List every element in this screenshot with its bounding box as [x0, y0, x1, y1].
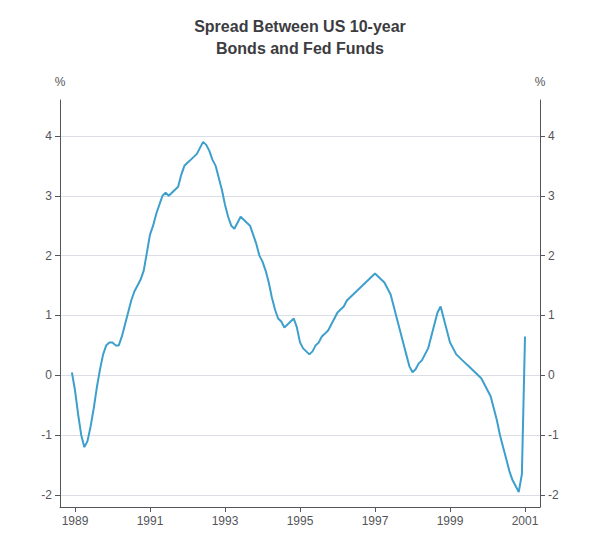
- svg-text:0: 0: [548, 368, 555, 382]
- svg-text:-1: -1: [548, 428, 559, 442]
- svg-text:1999: 1999: [437, 514, 464, 528]
- svg-text:1989: 1989: [62, 514, 89, 528]
- svg-text:1: 1: [45, 308, 52, 322]
- svg-text:3: 3: [548, 189, 555, 203]
- svg-text:4: 4: [548, 129, 555, 143]
- svg-text:1997: 1997: [362, 514, 389, 528]
- svg-text:%: %: [535, 75, 546, 89]
- svg-text:3: 3: [45, 189, 52, 203]
- svg-text:Bonds and Fed Funds: Bonds and Fed Funds: [216, 40, 384, 57]
- svg-text:-2: -2: [41, 488, 52, 502]
- svg-text:1: 1: [548, 308, 555, 322]
- svg-text:-2: -2: [548, 488, 559, 502]
- svg-text:Spread Between US 10-year: Spread Between US 10-year: [194, 18, 406, 35]
- svg-text:2001: 2001: [512, 514, 539, 528]
- svg-text:1991: 1991: [137, 514, 164, 528]
- svg-text:4: 4: [45, 129, 52, 143]
- svg-text:1993: 1993: [212, 514, 239, 528]
- svg-text:2: 2: [548, 249, 555, 263]
- svg-text:%: %: [55, 75, 66, 89]
- svg-text:2: 2: [45, 249, 52, 263]
- svg-text:-1: -1: [41, 428, 52, 442]
- svg-text:0: 0: [45, 368, 52, 382]
- svg-text:1995: 1995: [287, 514, 314, 528]
